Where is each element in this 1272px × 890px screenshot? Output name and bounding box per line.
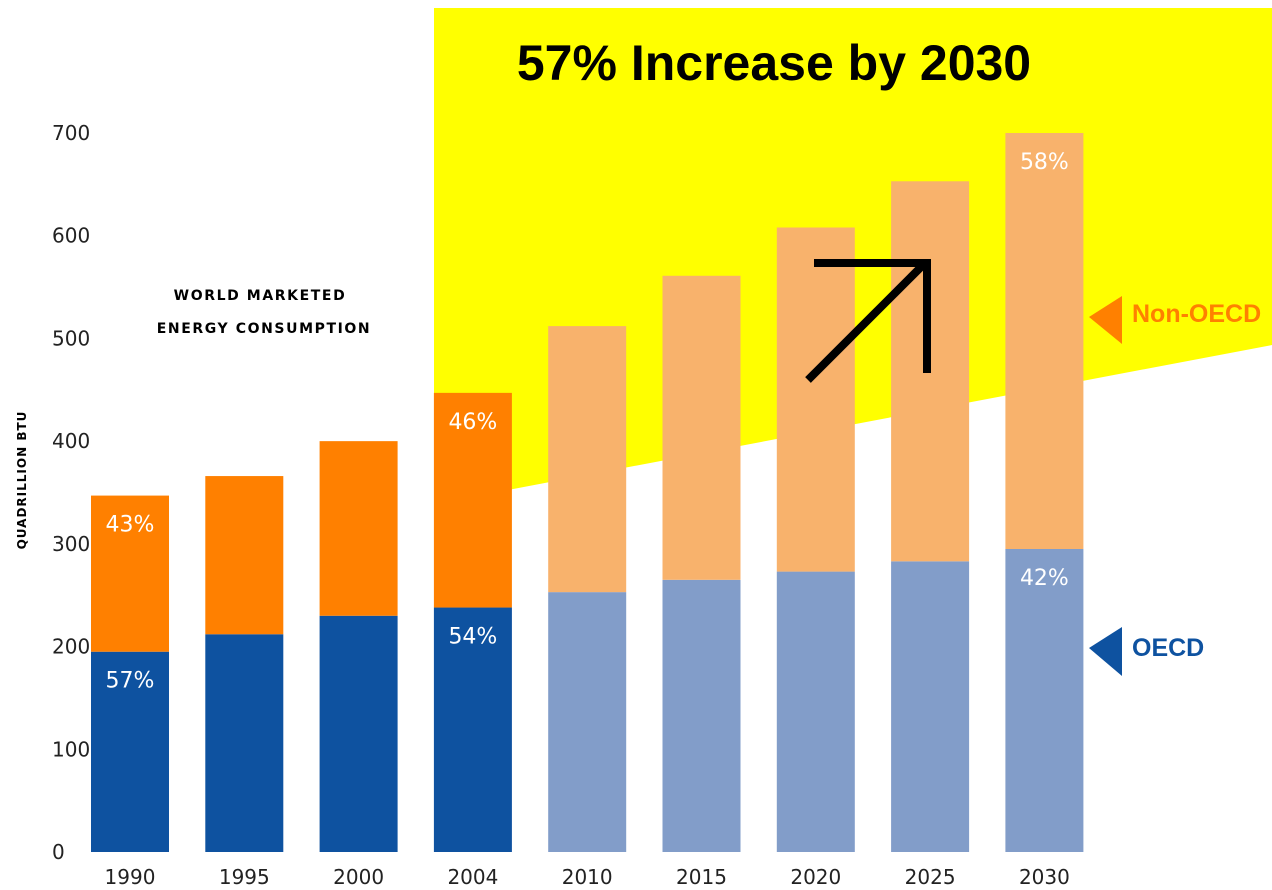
bar-oecd-2010: [548, 592, 627, 852]
pct-label: 46%: [448, 410, 497, 435]
x-tick-label: 2000: [333, 865, 384, 889]
pct-label: 54%: [448, 625, 497, 650]
x-tick-label: 2004: [447, 865, 498, 889]
legend-oecd: OECD: [1089, 627, 1204, 676]
y-tick-label: 500: [52, 326, 90, 350]
y-tick-label: 100: [52, 737, 90, 761]
increase-arrow-icon: [805, 259, 931, 383]
pct-label: 58%: [1020, 150, 1069, 175]
x-tick-label: 2020: [790, 865, 841, 889]
pct-label: 57%: [106, 669, 155, 694]
bars: [91, 133, 1084, 852]
y-tick-label: 0: [52, 840, 65, 864]
bar-non-oecd-2020: [776, 227, 855, 572]
y-axis-ticks: 0 100 200 300 400 500 600 700: [52, 121, 90, 864]
bar-oecd-2025: [891, 561, 970, 852]
y-tick-label: 300: [52, 532, 90, 556]
non-oecd-pointer-icon: [1089, 296, 1122, 344]
legend-oecd-label: OECD: [1132, 634, 1204, 662]
bar-non-oecd-2010: [548, 326, 627, 593]
bar-non-oecd-1995: [205, 476, 284, 635]
bar-oecd-2030: [1005, 548, 1084, 852]
x-tick-label: 2015: [676, 865, 727, 889]
y-tick-label: 400: [52, 429, 90, 453]
bar-oecd-1995: [205, 634, 284, 852]
x-tick-label: 1995: [219, 865, 270, 889]
bar-oecd-2015: [662, 579, 741, 852]
legend-non-oecd-label: Non-OECD: [1132, 300, 1261, 328]
y-tick-label: 600: [52, 224, 90, 248]
bar-oecd-1990: [91, 651, 169, 852]
x-tick-label: 1990: [105, 865, 156, 889]
bar-non-oecd-2000: [319, 441, 398, 616]
headline: 57% Increase by 2030: [517, 35, 1031, 91]
oecd-pointer-icon: [1089, 627, 1122, 676]
x-tick-label: 2010: [562, 865, 613, 889]
x-axis-ticks: 1990 1995 2000 2004 2010 2015 2020 2025 2030: [105, 865, 1070, 889]
subtitle-line-1: WORLD MARKETED: [174, 288, 347, 304]
pct-label: 43%: [106, 513, 155, 538]
x-tick-label: 2025: [905, 865, 956, 889]
bar-oecd-2020: [776, 571, 855, 852]
percentage-labels: 43% 57% 46% 54% 58% 42%: [106, 150, 1069, 694]
bar-non-oecd-2030: [1005, 133, 1084, 549]
bar-oecd-2000: [319, 615, 398, 852]
bar-oecd-2004: [433, 607, 512, 852]
subtitle-line-2: ENERGY CONSUMPTION: [157, 321, 372, 337]
bar-non-oecd-2004: [433, 392, 512, 608]
y-tick-label: 700: [52, 121, 90, 145]
y-tick-label: 200: [52, 635, 90, 659]
bar-non-oecd-2015: [662, 275, 741, 580]
pct-label: 42%: [1020, 566, 1069, 591]
y-axis-label: QUADRILLION BTU: [15, 411, 29, 550]
x-tick-label: 2030: [1019, 865, 1070, 889]
legend-non-oecd: Non-OECD: [1089, 296, 1261, 344]
bar-non-oecd-1990: [91, 495, 169, 652]
